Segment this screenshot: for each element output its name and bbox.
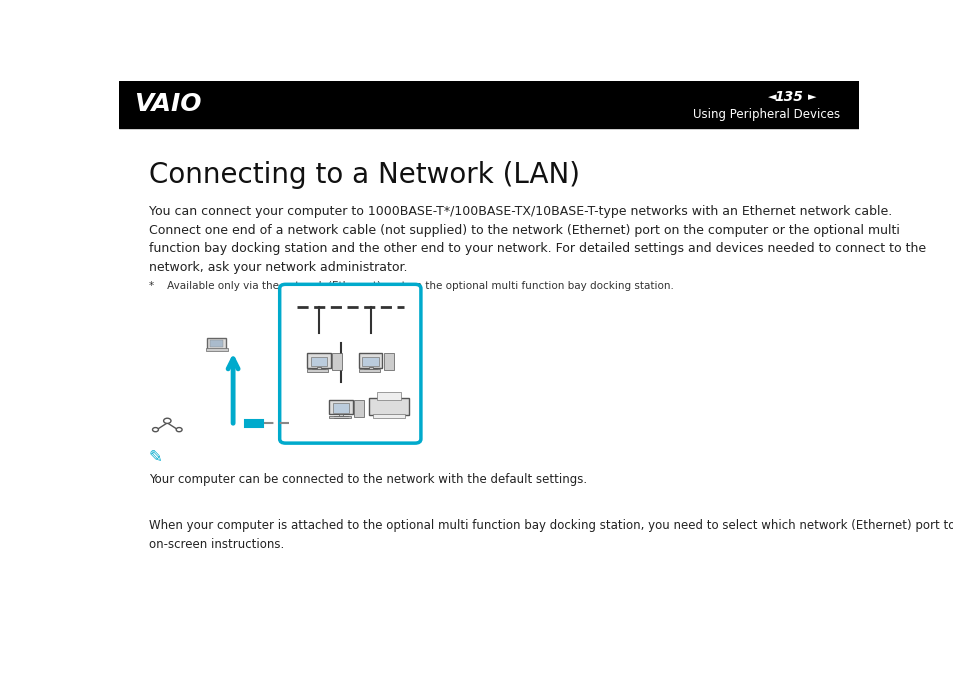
Bar [358, 369, 379, 371]
Bar [376, 392, 401, 400]
Bar [206, 348, 228, 351]
Bar [373, 415, 405, 418]
Bar [354, 400, 364, 417]
Bar [332, 353, 341, 370]
Bar [207, 338, 226, 349]
Text: ◄: ◄ [767, 92, 776, 102]
Bar [329, 416, 350, 418]
Bar [333, 404, 349, 412]
Bar [210, 340, 223, 347]
Text: ►: ► [807, 92, 816, 102]
Bar [369, 398, 409, 415]
Text: Your computer can be connected to the network with the default settings.: Your computer can be connected to the ne… [149, 472, 586, 486]
Bar [364, 369, 376, 371]
Bar [307, 353, 331, 367]
Bar [339, 414, 342, 417]
Text: Using Peripheral Devices: Using Peripheral Devices [692, 108, 840, 121]
Bar [369, 367, 372, 370]
Text: *    Available only via the network (Ethernet) port on the optional multi functi: * Available only via the network (Ethern… [149, 280, 673, 290]
Bar [119, 81, 858, 127]
Bar [307, 369, 328, 371]
Bar [312, 369, 325, 371]
Text: You can connect your computer to 1000BASE-T*/100BASE-TX/10BASE-T-type networks w: You can connect your computer to 1000BAS… [149, 206, 925, 274]
Text: VAIO: VAIO [133, 92, 201, 116]
Text: When your computer is attached to the optional multi function bay docking statio: When your computer is attached to the op… [149, 520, 953, 551]
Bar [362, 357, 378, 366]
Bar [329, 400, 353, 415]
Text: 135: 135 [773, 90, 802, 104]
Bar [358, 353, 382, 367]
Bar [245, 420, 262, 427]
FancyBboxPatch shape [279, 284, 420, 443]
Text: ✎: ✎ [149, 448, 163, 466]
Circle shape [176, 427, 182, 432]
Circle shape [164, 418, 171, 423]
Bar [311, 357, 327, 366]
Circle shape [152, 427, 158, 432]
Bar [383, 353, 394, 370]
Text: Connecting to a Network (LAN): Connecting to a Network (LAN) [149, 161, 579, 189]
Bar [335, 416, 347, 418]
Bar [316, 367, 320, 370]
